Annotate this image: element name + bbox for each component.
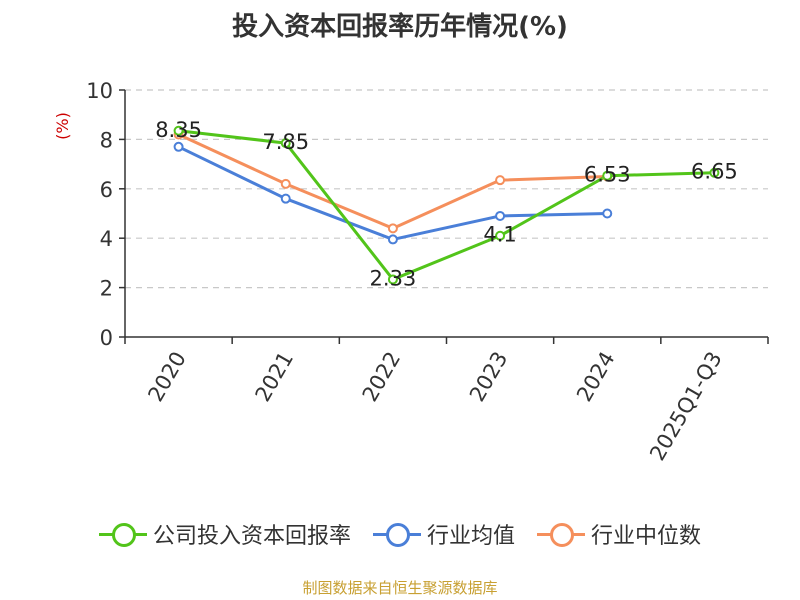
data-labels: 8.35 7.85 2.33 4.1 6.53 6.65 <box>155 118 738 291</box>
y-tick-label: 0 <box>100 326 113 350</box>
data-point <box>173 141 184 152</box>
y-tick-label: 10 <box>86 79 113 103</box>
y-tick-label: 4 <box>100 227 113 251</box>
y-tick-label: 8 <box>100 128 113 152</box>
legend-swatch-icon <box>537 522 585 547</box>
data-point <box>280 193 291 204</box>
data-point <box>709 167 720 178</box>
legend-swatch-icon <box>98 522 147 547</box>
source-note: 制图数据来自恒生聚源数据库 <box>302 579 498 597</box>
data-point <box>387 234 398 245</box>
data-point <box>173 125 184 136</box>
series-lines <box>173 125 720 285</box>
x-tick-label: 2024 <box>572 348 620 406</box>
series-line <box>178 129 715 281</box>
data-label: 6.65 <box>691 160 738 184</box>
legend-swatch-icon <box>372 522 421 547</box>
legend-label: 行业中位数 <box>591 524 702 549</box>
y-tick-label: 6 <box>100 178 113 202</box>
data-label: 4.1 <box>483 223 516 247</box>
data-label: 7.85 <box>262 130 309 154</box>
legend: 公司投入资本回报率 行业均值 行业中位数 <box>0 518 800 550</box>
legend-item[interactable]: 行业中位数 <box>537 518 701 550</box>
legend-label: 公司投入资本回报率 <box>152 524 351 549</box>
data-point <box>280 178 291 189</box>
data-point <box>495 230 506 241</box>
data-point <box>495 210 506 221</box>
data-label: 8.35 <box>155 118 202 142</box>
y-axis-label: (%) <box>53 112 72 140</box>
grid-lines <box>125 89 768 289</box>
data-point <box>387 274 398 285</box>
legend-item[interactable]: 行业均值 <box>372 518 515 550</box>
x-tick-label: 2021 <box>251 348 299 406</box>
x-tick-label: 2022 <box>358 348 406 406</box>
data-point <box>602 170 613 181</box>
data-point <box>602 208 613 219</box>
legend-label: 行业均值 <box>426 524 515 549</box>
x-tick-label: 2020 <box>143 348 191 406</box>
chart-title: 投入资本回报率历年情况(%) <box>232 12 568 42</box>
data-point <box>495 175 506 186</box>
x-tick-label: 2023 <box>465 348 513 406</box>
x-tick-label: 2025Q1-Q3 <box>645 348 727 465</box>
data-point <box>280 138 291 149</box>
legend-item[interactable]: 公司投入资本回报率 <box>98 518 351 550</box>
data-label: 6.53 <box>584 163 631 187</box>
y-tick-label: 2 <box>100 277 113 301</box>
data-point <box>387 223 398 234</box>
data-label: 2.33 <box>370 266 417 290</box>
axes: 0 2 4 6 8 10 2020 2021 2022 2023 2024 2025Q1-Q3 <box>86 79 769 465</box>
